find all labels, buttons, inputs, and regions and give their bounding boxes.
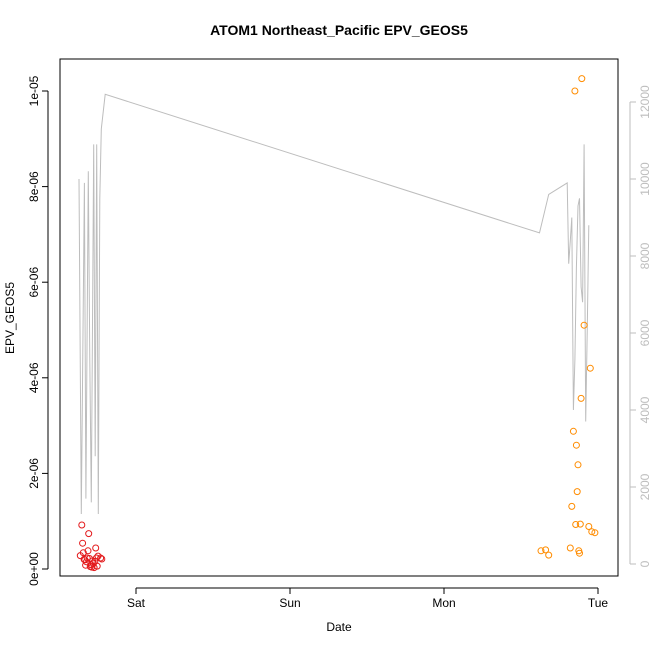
y-tick-label: 0e+00 xyxy=(27,552,41,586)
line-series-path xyxy=(78,93,590,515)
y2-tick-label: 12000 xyxy=(638,85,650,119)
data-point xyxy=(566,544,574,552)
data-point xyxy=(571,87,579,95)
y2-tick-label: 0 xyxy=(638,560,650,567)
scatter-points xyxy=(76,75,599,572)
data-point xyxy=(81,556,89,564)
y-tick-label: 4e-06 xyxy=(27,362,41,393)
y-tick-label: 6e-06 xyxy=(27,267,41,298)
data-point xyxy=(569,427,577,435)
data-point xyxy=(591,529,599,537)
y-tick-label: 2e-06 xyxy=(27,458,41,489)
data-point xyxy=(92,544,100,552)
data-point xyxy=(79,549,87,557)
data-point xyxy=(568,502,576,510)
data-point xyxy=(78,521,86,529)
data-point xyxy=(572,441,580,449)
data-point xyxy=(574,461,582,469)
y2-tick-label: 10000 xyxy=(638,162,650,196)
y-axis-right: 0 2000 4000 6000 8000 10000 12000 xyxy=(629,85,650,567)
data-point xyxy=(545,551,553,559)
x-axis-label: Date xyxy=(326,620,352,634)
x-axis: Sat Sun Mon Tue xyxy=(127,587,609,610)
data-point xyxy=(572,521,580,528)
data-point xyxy=(97,554,105,562)
x-tick-label: Tue xyxy=(588,596,609,610)
y2-tick-label: 2000 xyxy=(638,473,650,500)
y-axis-left: 0e+00 2e-06 4e-06 6e-06 8e-06 1e-05 xyxy=(27,75,49,586)
data-point xyxy=(585,523,593,530)
x-tick-label: Sun xyxy=(279,596,300,610)
data-point xyxy=(588,528,596,536)
y2-tick-label: 6000 xyxy=(638,319,650,346)
data-point xyxy=(576,549,583,557)
x-tick-label: Sat xyxy=(127,596,146,610)
data-point xyxy=(98,555,106,563)
data-point xyxy=(573,488,581,496)
data-point xyxy=(85,530,93,538)
y2-tick-label: 8000 xyxy=(638,242,650,269)
data-point xyxy=(93,562,101,570)
data-point xyxy=(542,546,550,554)
data-point xyxy=(577,394,585,402)
data-point xyxy=(537,547,545,555)
data-point xyxy=(576,520,584,528)
x-tick-label: Mon xyxy=(432,596,455,610)
data-point xyxy=(586,364,594,372)
data-point xyxy=(578,75,586,83)
y2-tick-label: 4000 xyxy=(638,396,650,423)
data-point xyxy=(79,539,87,547)
y-tick-label: 1e-05 xyxy=(27,75,41,106)
y-axis-label: EPV_GEOS5 xyxy=(3,282,17,354)
chart-title: ATOM1 Northeast_Pacific EPV_GEOS5 xyxy=(210,22,468,38)
y-tick-label: 8e-06 xyxy=(27,171,41,202)
right-axis-line-series xyxy=(78,93,590,515)
data-point xyxy=(82,561,90,569)
plot-frame xyxy=(59,58,619,577)
data-point xyxy=(580,321,588,329)
data-point xyxy=(84,547,92,555)
